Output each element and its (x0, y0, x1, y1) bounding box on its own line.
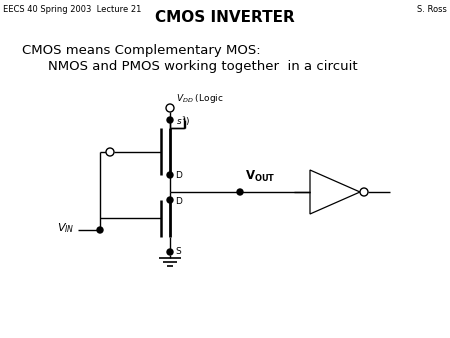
Text: $\mathbf{V_{OUT}}$: $\mathbf{V_{OUT}}$ (245, 169, 275, 184)
Text: $V_{IN}$: $V_{IN}$ (58, 221, 75, 235)
Circle shape (106, 148, 114, 156)
Text: $s^1$): $s^1$) (176, 114, 190, 128)
Circle shape (167, 249, 173, 255)
Circle shape (167, 172, 173, 178)
Text: EECS 40 Spring 2003  Lecture 21: EECS 40 Spring 2003 Lecture 21 (3, 5, 141, 14)
Text: CMOS INVERTER: CMOS INVERTER (155, 10, 295, 25)
Circle shape (97, 227, 103, 233)
Text: D: D (175, 197, 182, 207)
Circle shape (237, 189, 243, 195)
Text: S: S (175, 247, 181, 257)
Circle shape (167, 117, 173, 123)
Circle shape (360, 188, 368, 196)
Text: $V_{DD}$ (Logic: $V_{DD}$ (Logic (176, 92, 224, 105)
Circle shape (166, 104, 174, 112)
Text: S. Ross: S. Ross (417, 5, 447, 14)
Circle shape (167, 197, 173, 203)
Text: D: D (175, 170, 182, 179)
Text: NMOS and PMOS working together  in a circuit: NMOS and PMOS working together in a circ… (48, 60, 358, 73)
Text: CMOS means Complementary MOS:: CMOS means Complementary MOS: (22, 44, 261, 57)
